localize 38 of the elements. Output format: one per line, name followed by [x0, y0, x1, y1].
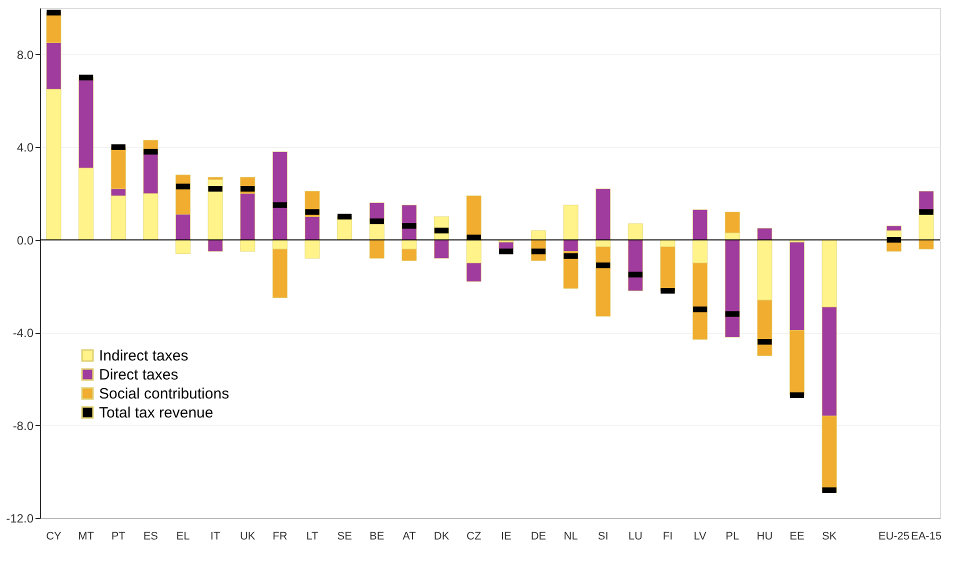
x-tick-label: NL: [564, 530, 578, 542]
legend-label: Social contributions: [99, 386, 230, 402]
y-tick-label: 4.0: [16, 140, 34, 155]
x-tick-label: EA-15: [910, 530, 942, 542]
x-tick-label: PL: [726, 530, 740, 542]
x-tick-label: CY: [46, 530, 62, 542]
x-tick-label: EU-25: [878, 530, 910, 542]
y-tick-label: 0.0: [16, 233, 34, 248]
x-tick-label: SI: [598, 530, 608, 542]
x-tick-label: HU: [756, 530, 773, 542]
x-tick-label: FR: [272, 530, 288, 542]
x-tick-label: LV: [694, 530, 708, 542]
legend-label: Total tax revenue: [99, 404, 214, 422]
y-tick-label: 8.0: [16, 48, 34, 62]
x-tick-label: DK: [434, 530, 450, 542]
x-tick-label: DE: [530, 530, 546, 542]
x-tick-label: LT: [306, 530, 319, 542]
y-tick-label: -8.0: [12, 418, 34, 433]
legend-label: Indirect taxes: [99, 348, 188, 364]
x-tick-label: IT: [210, 530, 220, 542]
y-tick-label: -12.0: [6, 512, 34, 526]
x-tick-label: BE: [370, 530, 384, 542]
x-tick-label: IE: [500, 530, 512, 542]
legend-label: Direct taxes: [99, 366, 178, 384]
x-tick-label: PT: [111, 530, 126, 542]
x-tick-label: FI: [662, 530, 673, 542]
x-tick-label: ES: [143, 530, 158, 542]
x-tick-label: CZ: [466, 530, 482, 542]
x-tick-label: EL: [176, 530, 190, 542]
x-tick-label: LU: [628, 530, 643, 542]
y-tick-label: -4.0: [12, 326, 34, 340]
x-tick-label: SK: [822, 530, 838, 542]
x-tick-label: EE: [790, 530, 804, 542]
x-tick-label: MT: [78, 530, 94, 542]
x-tick-label: UK: [240, 530, 256, 542]
x-tick-label: AT: [402, 530, 416, 542]
bar: [498, 242, 514, 250]
x-tick-label: SE: [337, 530, 352, 542]
